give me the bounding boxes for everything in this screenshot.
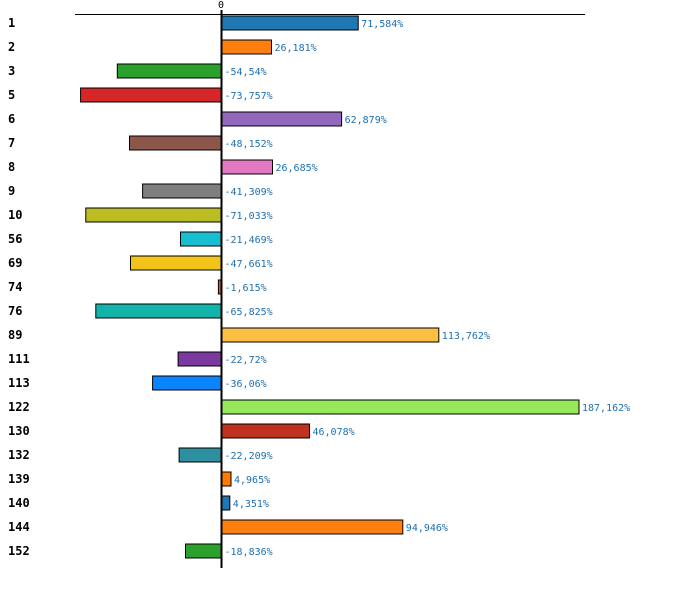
value-label-5: -73,757% xyxy=(225,91,273,102)
bar-5 xyxy=(80,87,222,103)
category-label-2: 2 xyxy=(8,40,15,54)
value-label-74: -1,615% xyxy=(225,283,267,294)
category-label-76: 76 xyxy=(8,304,22,318)
category-label-139: 139 xyxy=(8,472,30,486)
category-label-140: 140 xyxy=(8,496,30,510)
value-label-152: -18,836% xyxy=(225,547,273,558)
category-label-69: 69 xyxy=(8,256,22,270)
category-label-56: 56 xyxy=(8,232,22,246)
bar-56 xyxy=(180,231,222,247)
category-label-7: 7 xyxy=(8,136,15,150)
bar-111 xyxy=(177,351,223,367)
bar-8 xyxy=(221,159,273,175)
value-label-89: 113,762% xyxy=(442,331,490,342)
category-label-9: 9 xyxy=(8,184,15,198)
category-label-89: 89 xyxy=(8,328,22,342)
value-label-144: 94,946% xyxy=(406,523,448,534)
category-label-10: 10 xyxy=(8,208,22,222)
value-label-132: -22,209% xyxy=(225,451,273,462)
value-label-3: -54,54% xyxy=(225,67,267,78)
bar-122 xyxy=(221,399,580,415)
bar-6 xyxy=(221,111,343,127)
bar-130 xyxy=(221,423,310,439)
value-label-2: 26,181% xyxy=(275,43,317,54)
bar-7 xyxy=(129,135,222,151)
bar-1 xyxy=(221,15,359,31)
value-label-56: -21,469% xyxy=(225,235,273,246)
value-label-111: -22,72% xyxy=(225,355,267,366)
category-label-152: 152 xyxy=(8,544,30,558)
category-label-3: 3 xyxy=(8,64,15,78)
bar-9 xyxy=(142,183,223,199)
category-label-122: 122 xyxy=(8,400,30,414)
category-label-8: 8 xyxy=(8,160,15,174)
value-label-8: 26,685% xyxy=(276,163,318,174)
value-label-140: 4,351% xyxy=(233,499,269,510)
value-label-1: 71,584% xyxy=(361,19,403,30)
value-label-6: 62,879% xyxy=(345,115,387,126)
bar-69 xyxy=(130,255,222,271)
bar-10 xyxy=(85,207,222,223)
category-label-111: 111 xyxy=(8,352,30,366)
bar-132 xyxy=(178,447,223,463)
category-label-74: 74 xyxy=(8,280,22,294)
category-label-132: 132 xyxy=(8,448,30,462)
category-label-113: 113 xyxy=(8,376,30,390)
value-label-69: -47,661% xyxy=(225,259,273,270)
category-label-144: 144 xyxy=(8,520,30,534)
bar-113 xyxy=(152,375,223,391)
category-label-1: 1 xyxy=(8,16,15,30)
bar-2 xyxy=(221,39,272,55)
value-label-76: -65,825% xyxy=(225,307,273,318)
value-label-9: -41,309% xyxy=(225,187,273,198)
bar-89 xyxy=(221,327,440,343)
bar-3 xyxy=(116,63,222,79)
category-label-5: 5 xyxy=(8,88,15,102)
value-label-7: -48,152% xyxy=(225,139,273,150)
category-label-6: 6 xyxy=(8,112,15,126)
value-label-10: -71,033% xyxy=(225,211,273,222)
value-label-113: -36,06% xyxy=(225,379,267,390)
value-label-122: 187,162% xyxy=(582,403,630,414)
bar-144 xyxy=(221,519,404,535)
bar-76 xyxy=(95,303,222,319)
zero-tick-label: 0 xyxy=(218,0,224,11)
bar-152 xyxy=(185,543,222,559)
bars-group: 1 71,584% 2 26,181% 3 -54,54% 5 -73,757% 6 62,879… xyxy=(8,15,630,559)
value-label-139: 4,965% xyxy=(234,475,270,486)
bar-139 xyxy=(221,471,232,487)
category-label-130: 130 xyxy=(8,424,30,438)
bar-140 xyxy=(221,495,231,511)
value-label-130: 46,078% xyxy=(313,427,355,438)
